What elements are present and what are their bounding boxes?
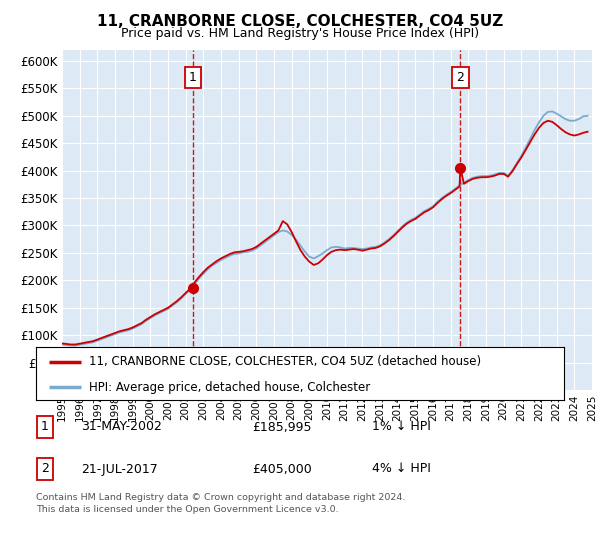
Text: 21-JUL-2017: 21-JUL-2017: [81, 463, 158, 475]
Text: 1% ↓ HPI: 1% ↓ HPI: [372, 421, 431, 433]
Text: 2: 2: [457, 71, 464, 84]
Text: 11, CRANBORNE CLOSE, COLCHESTER, CO4 5UZ (detached house): 11, CRANBORNE CLOSE, COLCHESTER, CO4 5UZ…: [89, 355, 481, 368]
Text: 1: 1: [41, 421, 49, 433]
Text: 31-MAY-2002: 31-MAY-2002: [81, 421, 162, 433]
Text: £185,995: £185,995: [252, 421, 311, 433]
Text: HPI: Average price, detached house, Colchester: HPI: Average price, detached house, Colc…: [89, 381, 370, 394]
Text: 11, CRANBORNE CLOSE, COLCHESTER, CO4 5UZ: 11, CRANBORNE CLOSE, COLCHESTER, CO4 5UZ: [97, 14, 503, 29]
Text: £405,000: £405,000: [252, 463, 312, 475]
Text: 4% ↓ HPI: 4% ↓ HPI: [372, 463, 431, 475]
Text: 1: 1: [189, 71, 197, 84]
Text: Price paid vs. HM Land Registry's House Price Index (HPI): Price paid vs. HM Land Registry's House …: [121, 27, 479, 40]
Text: 2: 2: [41, 463, 49, 475]
Text: Contains HM Land Registry data © Crown copyright and database right 2024.
This d: Contains HM Land Registry data © Crown c…: [36, 493, 406, 514]
